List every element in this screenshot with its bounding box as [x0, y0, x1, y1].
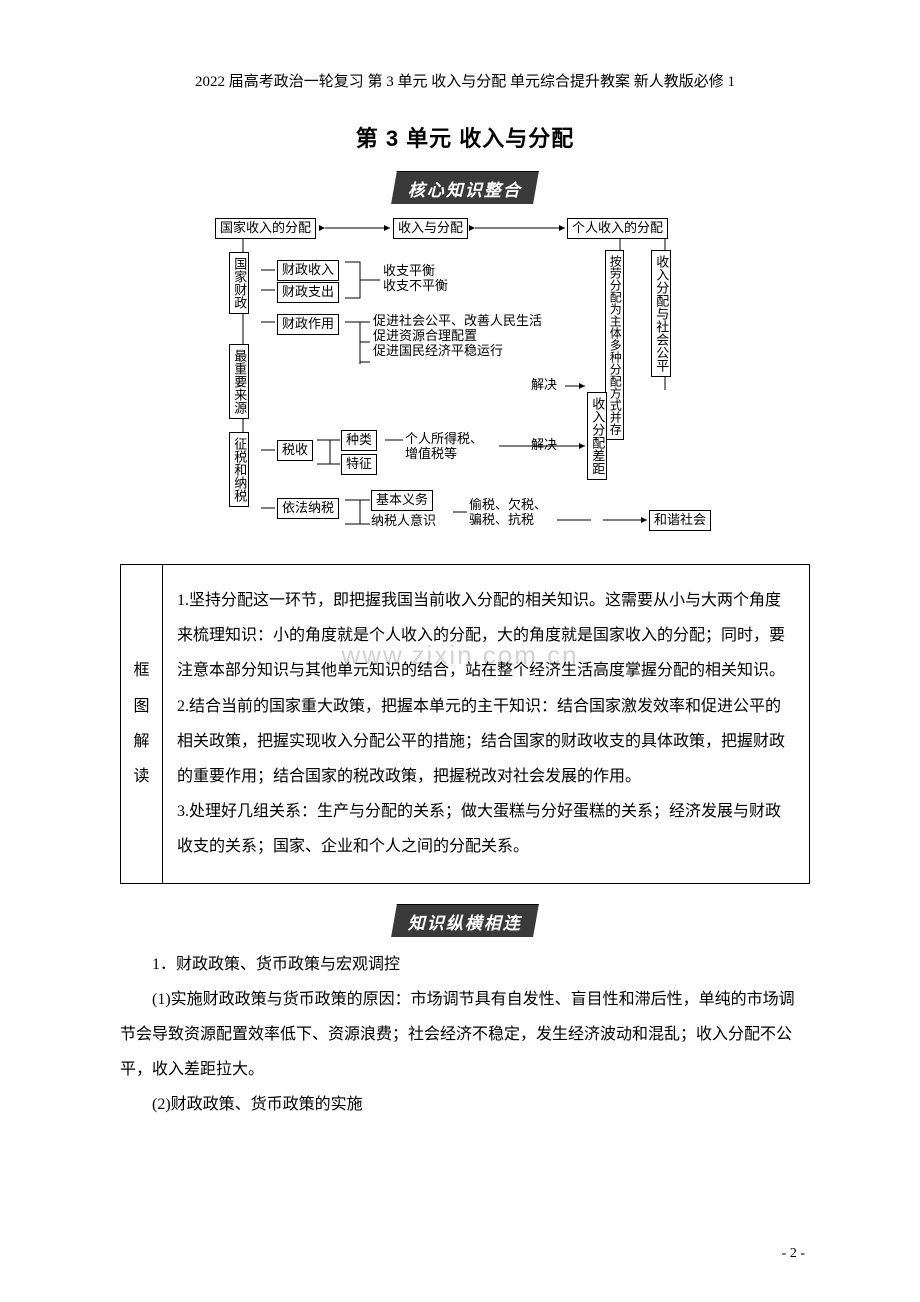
- vnode-income-gap: 收入分配差距: [587, 392, 607, 480]
- badge1-text: 核心知识整合: [408, 176, 522, 201]
- frame-side-label: 框图解读: [121, 565, 163, 884]
- vnode-tax-collect: 征税和纳税: [229, 432, 249, 507]
- node-balance: 收支平衡 收支不平衡: [383, 264, 448, 294]
- body-text: 1．财政政策、货币政策与宏观调控 (1)实施财政政策与货币政策的原因：市场调节具…: [120, 947, 810, 1123]
- vnode-dist-fair: 收入分配与社会公平: [651, 250, 671, 377]
- frame-side-text: 框图解读: [127, 653, 156, 794]
- node-personal-income: 个人收入的分配: [567, 218, 668, 239]
- node-law-tax: 依法纳税: [277, 498, 339, 519]
- frame-content: 1.坚持分配这一环节，即把握我国当前收入分配的相关知识。这需要从小与大两个角度来…: [177, 583, 795, 865]
- node-income-dist: 收入与分配: [393, 218, 468, 239]
- unit-title: 第 3 单元 收入与分配: [120, 121, 810, 153]
- vnode-dist-primary: 按劳分配为主体多种分配方式并存: [605, 250, 624, 440]
- vnode-national-finance: 国家财政: [229, 252, 249, 314]
- label-solve-2: 解决: [531, 438, 557, 453]
- node-national-income: 国家收入的分配: [215, 218, 316, 239]
- node-fiscal-exp: 财政支出: [277, 282, 339, 303]
- node-fiscal-rev: 财政收入: [277, 260, 339, 281]
- vnode-main-source: 最重要来源: [229, 344, 249, 419]
- section-badge-2: 知识纵横相连: [391, 904, 539, 937]
- node-fiscal-role-desc: 促进社会公平、改善人民生活 促进资源合理配置 促进国民经济平稳运行: [373, 314, 542, 359]
- frame-content-cell: 1.坚持分配这一环节，即把握我国当前收入分配的相关知识。这需要从小与大两个角度来…: [163, 565, 810, 884]
- badge2-text: 知识纵横相连: [408, 909, 522, 934]
- framework-table: 框图解读 1.坚持分配这一环节，即把握我国当前收入分配的相关知识。这需要从小与大…: [120, 564, 810, 884]
- concept-diagram: 国家收入的分配 收入与分配 个人收入的分配 国家财政 最重要来源 征税和纳税 财…: [185, 214, 745, 544]
- para-2: (1)实施财政政策与货币政策的原因：市场调节具有自发性、盲目性和滞后性，单纯的市…: [120, 982, 810, 1088]
- label-solve-1: 解决: [531, 378, 557, 393]
- node-tax-char: 特征: [341, 454, 377, 475]
- node-taxpayer-aware: 纳税人意识: [371, 514, 436, 529]
- node-tax-crimes: 偷税、欠税、 骗税、抗税: [469, 498, 547, 528]
- node-tax-examples: 个人所得税、 增值税等: [405, 432, 483, 462]
- page-number: - 2 -: [782, 1246, 805, 1262]
- section-badge-1: 核心知识整合: [391, 171, 539, 204]
- para-3: (2)财政政策、货币政策的实施: [120, 1087, 810, 1122]
- doc-header: 2022 届高考政治一轮复习 第 3 单元 收入与分配 单元综合提升教案 新人教…: [120, 70, 810, 91]
- node-fiscal-role: 财政作用: [277, 314, 339, 335]
- node-basic-duty: 基本义务: [371, 490, 433, 511]
- node-harmony: 和谐社会: [649, 510, 711, 531]
- node-tax-kind: 种类: [341, 430, 377, 451]
- para-1: 1．财政政策、货币政策与宏观调控: [120, 947, 810, 982]
- node-tax: 税收: [277, 440, 313, 461]
